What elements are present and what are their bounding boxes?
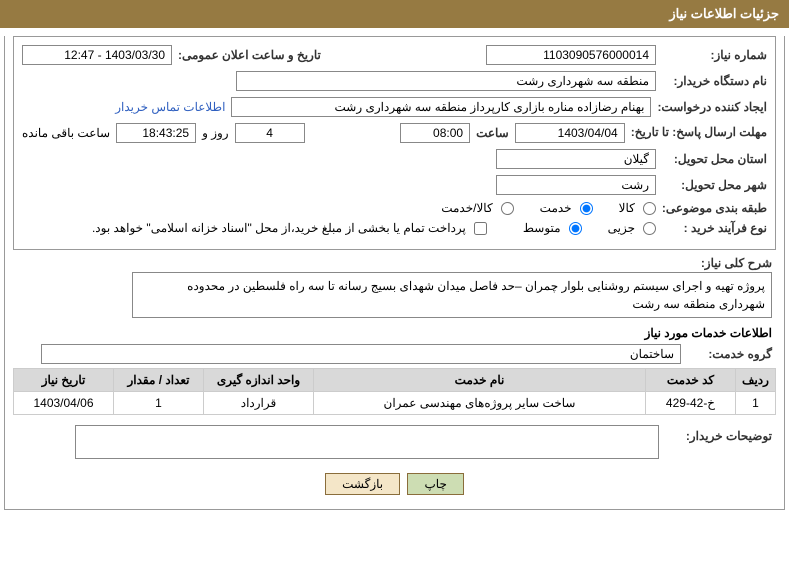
table-row: 1 خ-42-429 ساخت سایر پروژه‌های مهندسی عم… — [14, 392, 776, 415]
title-bar: جزئیات اطلاعات نیاز — [0, 0, 789, 28]
treasury-checkbox[interactable] — [474, 222, 487, 235]
th-name: نام خدمت — [314, 369, 646, 392]
th-row: ردیف — [736, 369, 776, 392]
topic-goods-text: کالا — [619, 201, 635, 215]
proc-minor-text: جزیی — [608, 221, 635, 235]
city-label: شهر محل تحویل: — [662, 178, 767, 192]
buyer-value: منطقه سه شهرداری رشت — [236, 71, 656, 91]
buyer-notes-label: توضیحات خریدار: — [667, 429, 772, 443]
announce-value: 1403/03/30 - 12:47 — [22, 45, 172, 65]
days-and-label: روز و — [202, 126, 229, 140]
row-buyer: نام دستگاه خریدار: منطقه سه شهرداری رشت — [22, 71, 767, 91]
announce-label: تاریخ و ساعت اعلان عمومی: — [178, 48, 321, 62]
table-header-row: ردیف کد خدمت نام خدمت واحد اندازه گیری ت… — [14, 369, 776, 392]
deadline-label: مهلت ارسال پاسخ: تا تاریخ: — [631, 125, 767, 141]
td-row: 1 — [736, 392, 776, 415]
row-process: نوع فرآیند خرید : جزیی متوسط پرداخت تمام… — [22, 221, 767, 235]
td-qty: 1 — [114, 392, 204, 415]
row-desc: شرح کلی نیاز: — [5, 256, 784, 270]
topic-label: طبقه بندی موضوعی: — [662, 201, 767, 215]
th-date: تاریخ نیاز — [14, 369, 114, 392]
button-row: چاپ بازگشت — [5, 473, 784, 495]
th-qty: تعداد / مقدار — [114, 369, 204, 392]
row-province: استان محل تحویل: گیلان — [22, 149, 767, 169]
row-deadline: مهلت ارسال پاسخ: تا تاریخ: 1403/04/04 سا… — [22, 123, 767, 143]
remain-days: 4 — [235, 123, 305, 143]
province-value: گیلان — [496, 149, 656, 169]
remain-label: ساعت باقی مانده — [22, 126, 110, 140]
row-group: گروه خدمت: ساختمان — [5, 344, 784, 364]
services-header: اطلاعات خدمات مورد نیاز — [17, 326, 772, 340]
group-label: گروه خدمت: — [687, 347, 772, 361]
proc-medium-text: متوسط — [523, 221, 561, 235]
row-need-number: شماره نیاز: 1103090576000014 تاریخ و ساع… — [22, 45, 767, 65]
group-value: ساختمان — [41, 344, 681, 364]
creator-value: بهنام رضازاده مناره بازاری کارپرداز منطق… — [231, 97, 651, 117]
td-name: ساخت سایر پروژه‌های مهندسی عمران — [314, 392, 646, 415]
back-button[interactable]: بازگشت — [325, 473, 400, 495]
topic-goods-radio[interactable] — [643, 202, 656, 215]
need-number-value: 1103090576000014 — [486, 45, 656, 65]
buyer-contact-link[interactable]: اطلاعات تماس خریدار — [115, 100, 225, 114]
th-code: کد خدمت — [646, 369, 736, 392]
buyer-notes-box — [75, 425, 659, 459]
row-creator: ایجاد کننده درخواست: بهنام رضازاده مناره… — [22, 97, 767, 117]
topic-both-radio[interactable] — [501, 202, 514, 215]
time-label: ساعت — [476, 126, 509, 140]
remain-hms: 18:43:25 — [116, 123, 196, 143]
desc-label: شرح کلی نیاز: — [667, 256, 772, 270]
province-label: استان محل تحویل: — [662, 152, 767, 166]
proc-medium-radio[interactable] — [569, 222, 582, 235]
deadline-time: 08:00 — [400, 123, 470, 143]
topic-service-radio[interactable] — [580, 202, 593, 215]
row-city: شهر محل تحویل: رشت — [22, 175, 767, 195]
services-table: ردیف کد خدمت نام خدمت واحد اندازه گیری ت… — [13, 368, 776, 415]
td-date: 1403/04/06 — [14, 392, 114, 415]
desc-value: پروژه تهیه و اجرای سیستم روشنایی بلوار چ… — [132, 272, 772, 318]
topic-both-text: کالا/خدمت — [441, 201, 492, 215]
row-topic: طبقه بندی موضوعی: کالا خدمت کالا/خدمت — [22, 201, 767, 215]
topic-service-text: خدمت — [540, 201, 572, 215]
th-unit: واحد اندازه گیری — [204, 369, 314, 392]
deadline-date: 1403/04/04 — [515, 123, 625, 143]
td-unit: قرارداد — [204, 392, 314, 415]
outer-panel: شماره نیاز: 1103090576000014 تاریخ و ساع… — [4, 36, 785, 510]
print-button[interactable]: چاپ — [407, 473, 463, 495]
creator-label: ایجاد کننده درخواست: — [657, 100, 767, 114]
process-label: نوع فرآیند خرید : — [662, 221, 767, 235]
buyer-label: نام دستگاه خریدار: — [662, 74, 767, 88]
details-panel: شماره نیاز: 1103090576000014 تاریخ و ساع… — [13, 36, 776, 250]
row-buyer-notes: توضیحات خریدار: — [5, 423, 784, 465]
proc-minor-radio[interactable] — [643, 222, 656, 235]
need-number-label: شماره نیاز: — [662, 48, 767, 62]
treasury-note: پرداخت تمام یا بخشی از مبلغ خرید،از محل … — [92, 221, 466, 235]
city-value: رشت — [496, 175, 656, 195]
td-code: خ-42-429 — [646, 392, 736, 415]
